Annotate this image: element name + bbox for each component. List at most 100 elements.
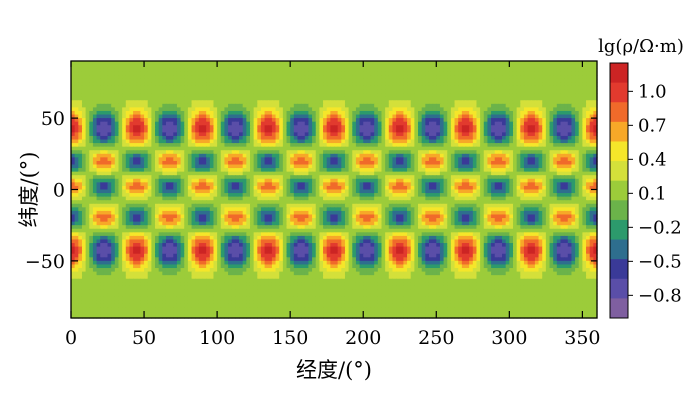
heatmap-cell [374, 75, 379, 80]
heatmap-cell [253, 114, 258, 119]
heatmap-cell [155, 139, 160, 144]
heatmap-cell [542, 100, 547, 105]
heatmap-cell [476, 93, 481, 98]
heatmap-cell [315, 64, 320, 69]
heatmap-cell [220, 93, 226, 98]
heatmap-cell [538, 64, 543, 69]
heatmap-cell [392, 75, 397, 80]
heatmap-cell [326, 114, 331, 119]
heatmap-cell [476, 100, 481, 105]
heatmap-cell [315, 103, 320, 108]
heatmap-cell [107, 82, 112, 87]
heatmap-cell [571, 93, 576, 98]
heatmap-cell [491, 171, 496, 176]
heatmap-cell [136, 64, 141, 69]
heatmap-cell [567, 178, 573, 183]
heatmap-cell [469, 100, 474, 105]
heatmap-cell [374, 171, 379, 176]
heatmap-cell [534, 146, 540, 151]
heatmap-cell [494, 64, 499, 69]
heatmap-cell [144, 114, 149, 119]
heatmap-cell [217, 143, 222, 148]
heatmap-cell [279, 114, 284, 119]
heatmap-cell [81, 146, 87, 151]
heatmap-cell [483, 157, 489, 162]
heatmap-cell [111, 68, 116, 73]
heatmap-cell [344, 107, 350, 112]
heatmap-cell [224, 182, 229, 187]
heatmap-cell [253, 175, 258, 180]
heatmap-cell [355, 68, 361, 73]
heatmap-cell [165, 153, 171, 158]
heatmap-cell [323, 171, 328, 176]
heatmap-cell [498, 171, 503, 176]
heatmap-cell [491, 93, 496, 98]
heatmap-cell [169, 128, 174, 133]
heatmap-cell [158, 150, 163, 155]
heatmap-cell [78, 96, 83, 101]
heatmap-cell [224, 125, 229, 130]
heatmap-cell [476, 150, 481, 155]
heatmap-cell [512, 103, 518, 108]
heatmap-cell [158, 153, 163, 158]
heatmap-cell [381, 132, 386, 137]
heatmap-cell [483, 100, 489, 105]
heatmap-cell [264, 85, 269, 91]
heatmap-cell [374, 118, 379, 123]
heatmap-cell [465, 110, 470, 116]
heatmap-cell [502, 82, 507, 87]
heatmap-cell [144, 175, 149, 180]
heatmap-cell [326, 182, 331, 187]
heatmap-cell [103, 135, 109, 141]
heatmap-cell [286, 150, 291, 155]
heatmap-cell [337, 82, 342, 87]
heatmap-cell [169, 110, 174, 116]
heatmap-cell [319, 132, 324, 137]
heatmap-cell [509, 110, 514, 116]
heatmap-cell [341, 182, 346, 187]
heatmap-cell [564, 150, 569, 155]
heatmap-cell [392, 132, 397, 137]
heatmap-cell [118, 96, 123, 101]
heatmap-cell [107, 128, 112, 133]
heatmap-cell [491, 82, 496, 87]
heatmap-cell [520, 93, 525, 98]
heatmap-cell [560, 96, 565, 101]
heatmap-cell [264, 128, 269, 133]
heatmap-cell [100, 125, 105, 130]
heatmap-cell [249, 110, 255, 116]
heatmap-cell [418, 146, 423, 151]
heatmap-cell [78, 128, 83, 133]
heatmap-cell [257, 178, 262, 183]
heatmap-cell [129, 160, 134, 166]
heatmap-cell [571, 78, 576, 84]
heatmap-cell [439, 168, 445, 173]
heatmap-cell [107, 100, 112, 105]
heatmap-cell [140, 103, 145, 108]
heatmap-cell [158, 128, 163, 133]
heatmap-cell [74, 100, 79, 105]
heatmap-cell [436, 139, 441, 144]
heatmap-cell [388, 121, 394, 126]
heatmap-cell [246, 175, 251, 180]
heatmap-cell [564, 107, 569, 112]
heatmap-cell [553, 135, 558, 141]
heatmap-cell [370, 100, 375, 105]
heatmap-cell [187, 160, 193, 166]
heatmap-cell [195, 128, 200, 133]
heatmap-cell [527, 168, 532, 173]
heatmap-cell [421, 68, 426, 73]
heatmap-cell [122, 171, 127, 176]
heatmap-cell [483, 71, 489, 76]
heatmap-cell [279, 135, 284, 141]
heatmap-cell [377, 164, 383, 169]
heatmap-cell [301, 96, 306, 101]
heatmap-cell [567, 125, 573, 130]
heatmap-cell [575, 160, 580, 166]
heatmap-cell [418, 164, 423, 169]
heatmap-cell [542, 164, 547, 169]
heatmap-cell [396, 139, 401, 144]
heatmap-cell [92, 96, 98, 101]
heatmap-cell [377, 93, 383, 98]
heatmap-cell [586, 110, 591, 116]
